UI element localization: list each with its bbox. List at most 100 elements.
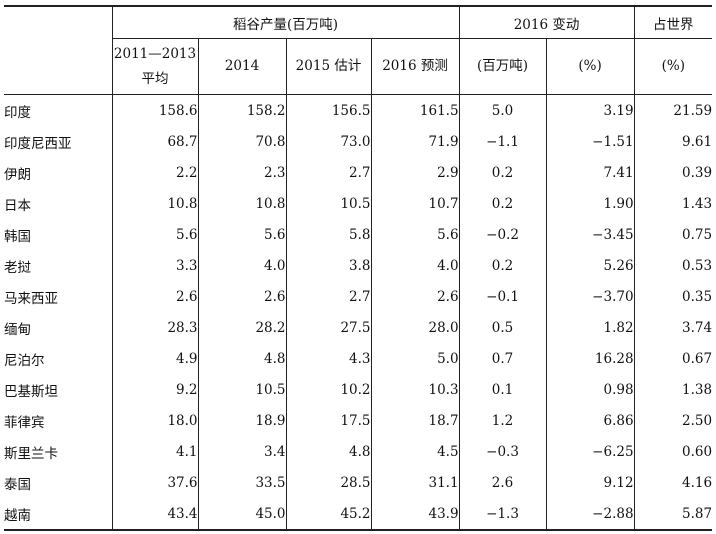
y2015-column-header: 2015 估计: [286, 38, 372, 95]
table-row: 菲律宾 18.0 18.9 17.5 18.7 1.2 6.86 2.50: [4, 405, 712, 436]
avg-cell: 2.6: [112, 281, 199, 312]
world-pct-cell: 0.35: [681, 288, 713, 305]
table-row: 马来西亚 2.6 2.6 2.7 2.6 −0.1 −3.70 0.35: [4, 281, 712, 312]
country-header-cell: [4, 5, 113, 95]
change-pct-cell: 9.12: [546, 467, 635, 498]
avg-cell: 4.9: [112, 343, 199, 374]
y2014-cell: 3.4: [198, 436, 287, 467]
y2014-cell: 18.9: [198, 405, 287, 436]
y2016-cell: 2.6: [371, 281, 460, 312]
country-cell: 斯里兰卡: [4, 436, 113, 467]
change-pct-cell: 0.98: [546, 374, 635, 405]
change-mt-cell: −1.3: [459, 498, 547, 531]
y2015-cell: 4.3: [286, 343, 372, 374]
change-mt-cell: 0.5: [459, 312, 547, 343]
change-mt-cell: −1.1: [459, 126, 547, 157]
y2015-cell: 45.2: [286, 498, 372, 531]
country-cell: 尼泊尔: [4, 343, 113, 374]
world-pct-cell: 2.50: [681, 412, 713, 429]
world-pct-cell: 4.16: [681, 474, 713, 491]
change-mt-cell: 0.7: [459, 343, 547, 374]
country-cell: 印度尼西亚: [4, 126, 113, 157]
country-cell: 马来西亚: [4, 281, 113, 312]
change-mt-cell: 0.2: [459, 250, 547, 281]
avg-cell: 3.3: [112, 250, 199, 281]
y2015-cell: 10.5: [286, 188, 372, 219]
y2015-cell: 2.7: [286, 281, 372, 312]
y2014-cell: 70.8: [198, 126, 287, 157]
country-cell: 缅甸: [4, 312, 113, 343]
change-mt-cell: 2.6: [459, 467, 547, 498]
y2016-cell: 5.0: [371, 343, 460, 374]
y2015-cell: 156.5: [286, 94, 372, 126]
y2015-cell: 10.2: [286, 374, 372, 405]
country-cell: 韩国: [4, 219, 113, 250]
table-row: 伊朗 2.2 2.3 2.7 2.9 0.2 7.41 0.39: [4, 157, 712, 188]
avg-cell: 2.2: [112, 157, 199, 188]
change-mt-cell: 5.0: [459, 94, 547, 126]
y2016-cell: 161.5: [371, 94, 460, 126]
y2016-cell: 2.9: [371, 157, 460, 188]
change-pct-cell: 16.28: [546, 343, 635, 374]
change-pct-cell: −3.70: [546, 281, 635, 312]
table-row: 韩国 5.6 5.6 5.8 5.6 −0.2 −3.45 0.75: [4, 219, 712, 250]
table-header: 稻谷产量(百万吨) 2016 变动 占世界 2011—2013 平均 2014 …: [4, 5, 713, 95]
country-cell: 伊朗: [4, 157, 113, 188]
y2014-cell: 5.6: [198, 219, 287, 250]
rice-production-table: 稻谷产量(百万吨) 2016 变动 占世界 2011—2013 平均 2014 …: [4, 5, 713, 531]
avg-cell: 4.1: [112, 436, 199, 467]
y2014-cell: 4.8: [198, 343, 287, 374]
change-mt-cell: 1.2: [459, 405, 547, 436]
change-pct-cell: 1.82: [546, 312, 635, 343]
country-cell: 老挝: [4, 250, 113, 281]
world-pct-cell: 9.61: [681, 133, 713, 150]
y2016-cell: 4.0: [371, 250, 460, 281]
change-mt-cell: −0.1: [459, 281, 547, 312]
y2014-column-header: 2014: [198, 38, 287, 95]
y2016-cell: 4.5: [371, 436, 460, 467]
y2016-cell: 5.6: [371, 219, 460, 250]
table-row: 印度 158.6 158.2 156.5 161.5 5.0 3.19 21.59: [4, 94, 712, 126]
avg-cell: 28.3: [112, 312, 199, 343]
change-mt-column-header: (百万吨): [459, 38, 547, 95]
table-row: 老挝 3.3 4.0 3.8 4.0 0.2 5.26 0.53: [4, 250, 712, 281]
avg-header-line1: 2011—2013: [113, 45, 197, 62]
y2016-cell: 43.9: [371, 498, 460, 531]
table-row: 越南 43.4 45.0 45.2 43.9 −1.3 −2.88 5.87: [4, 498, 713, 531]
avg-cell: 5.6: [112, 219, 199, 250]
y2014-cell: 33.5: [198, 467, 287, 498]
change-group-header: 2016 变动: [459, 5, 635, 39]
y2016-cell: 28.0: [371, 312, 460, 343]
y2016-cell: 18.7: [371, 405, 460, 436]
y2015-cell: 5.8: [286, 219, 372, 250]
y2016-cell: 31.1: [371, 467, 460, 498]
y2016-cell: 10.7: [371, 188, 460, 219]
world-pct-cell: 0.67: [681, 350, 713, 367]
y2016-cell: 10.3: [371, 374, 460, 405]
change-pct-cell: 1.90: [546, 188, 635, 219]
change-pct-cell: 7.41: [546, 157, 635, 188]
y2014-cell: 158.2: [198, 94, 287, 126]
y2015-cell: 2.7: [286, 157, 372, 188]
y2015-cell: 73.0: [286, 126, 372, 157]
change-pct-cell: −2.88: [546, 498, 635, 531]
y2016-column-header: 2016 预测: [371, 38, 460, 95]
country-cell: 泰国: [4, 467, 113, 498]
world-pct-cell: 1.43: [681, 195, 713, 212]
y2014-cell: 45.0: [198, 498, 287, 531]
y2015-cell: 28.5: [286, 467, 372, 498]
change-pct-cell: 6.86: [546, 405, 635, 436]
change-mt-cell: 0.2: [459, 157, 547, 188]
avg-column-header: 2011—2013 平均: [112, 38, 199, 95]
y2015-cell: 17.5: [286, 405, 372, 436]
country-cell: 日本: [4, 188, 113, 219]
avg-cell: 18.0: [112, 405, 199, 436]
avg-cell: 43.4: [112, 498, 199, 531]
avg-cell: 37.6: [112, 467, 199, 498]
change-pct-cell: −6.25: [546, 436, 635, 467]
change-pct-cell: 5.26: [546, 250, 635, 281]
avg-cell: 10.8: [112, 188, 199, 219]
y2014-cell: 28.2: [198, 312, 287, 343]
y2014-cell: 2.3: [198, 157, 287, 188]
change-pct-cell: 3.19: [546, 94, 635, 126]
